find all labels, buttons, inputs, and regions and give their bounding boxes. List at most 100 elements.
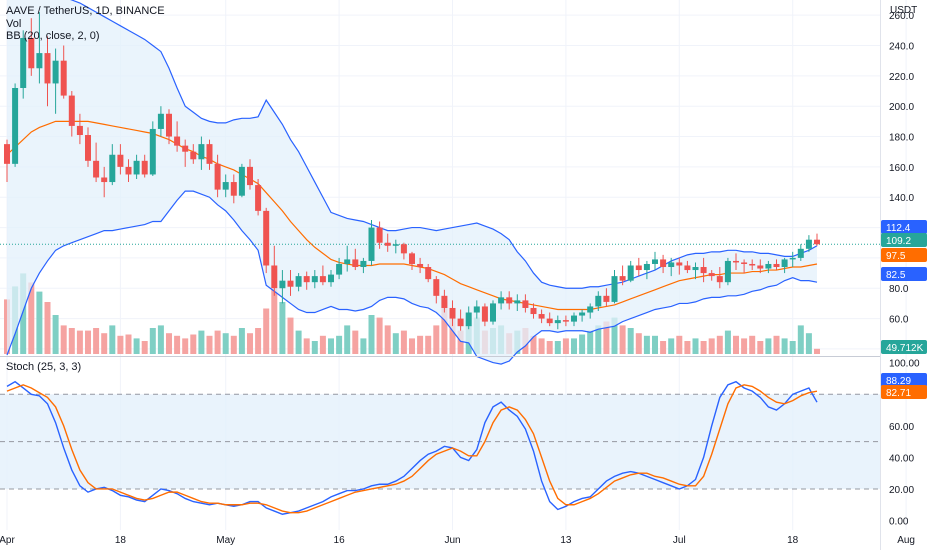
volume-bar (206, 335, 213, 354)
candle-body (425, 267, 432, 280)
candle-body (287, 280, 294, 287)
candle-body (295, 276, 302, 287)
candle-body (360, 260, 367, 268)
candle-body (222, 182, 229, 190)
volume-bar (562, 338, 569, 354)
candle-body (660, 259, 667, 268)
price-tick-label: 80.0 (889, 284, 909, 295)
candle-body (708, 273, 715, 277)
time-axis[interactable]: Apr18May16Jun13Jul18Aug15 (0, 535, 932, 546)
volume-bar (141, 341, 148, 354)
candle-body (198, 144, 205, 160)
candle-body (384, 242, 391, 246)
volume-bar (530, 335, 537, 354)
volume-bar (571, 338, 577, 354)
candle-body (20, 37, 27, 88)
volume-bar (174, 335, 181, 354)
candle-body (336, 263, 343, 275)
candle-body (465, 312, 472, 327)
price-value-tag-bg (881, 267, 927, 281)
volume-bar (352, 330, 359, 354)
volume-bar (538, 338, 545, 354)
volume-bar (700, 341, 707, 354)
candle-body (643, 263, 650, 271)
bollinger-bands (0, 0, 880, 365)
candle-body (279, 280, 286, 289)
candle-body (319, 276, 326, 283)
volume-bar (749, 335, 756, 354)
stoch-grid (0, 393, 880, 490)
volume-bar (441, 302, 448, 354)
candle-body (514, 300, 521, 304)
volume-bar (28, 282, 35, 354)
volume-bar (757, 341, 764, 354)
volume-bar (433, 325, 440, 354)
candle-body (12, 87, 19, 164)
candle-body (538, 314, 545, 319)
candle-body (797, 248, 804, 258)
volume-bar (76, 330, 83, 354)
volume-bar (303, 338, 310, 354)
candle-body (506, 297, 513, 304)
volume-bar (627, 328, 634, 354)
volume-bar (789, 341, 796, 354)
stoch-legend[interactable]: Stoch (25, 3, 3) (6, 361, 82, 373)
price-value-tag: 109.2 (886, 236, 911, 247)
volume-bar (182, 338, 189, 354)
candle-body (352, 259, 359, 268)
candle-body (344, 259, 351, 264)
candle-body (76, 125, 83, 136)
volume-bar (319, 335, 326, 354)
candle-body (190, 151, 197, 160)
price-value-tag: 49.712K (886, 343, 924, 354)
price-tick-label: 200.0 (889, 102, 914, 113)
candle-body (433, 279, 440, 296)
price-axis[interactable]: USDT 40.060.080.0100.0120.0140.0160.0180… (889, 5, 917, 356)
stoch-tick-label: 100.00 (889, 359, 920, 370)
candle-body (805, 239, 812, 249)
volume-bar (773, 335, 780, 354)
volume-bar (368, 315, 375, 354)
volume-bar (805, 333, 812, 354)
volume-bar (457, 330, 464, 354)
candle-body (571, 315, 577, 322)
time-tick-label: 18 (115, 535, 127, 546)
candle-body (133, 160, 140, 175)
candle-body (498, 297, 505, 304)
candle-body (757, 265, 764, 269)
volume-bar (295, 330, 302, 354)
symbol-title[interactable]: AAVE / TetherUS, 1D, BINANCE (6, 5, 165, 17)
volume-bar (125, 334, 132, 354)
candle-body (238, 166, 245, 196)
volume-bar (611, 317, 618, 354)
stoch-value-tag-bg (881, 373, 927, 387)
time-tick-label: Aug (897, 535, 915, 546)
price-tick-label: 60.0 (889, 315, 909, 326)
volume-bar (198, 330, 205, 354)
candle-body (157, 113, 164, 129)
bb-legend[interactable]: BB (20, close, 2, 0) (6, 30, 100, 42)
volume-bar (425, 335, 432, 354)
volume-bar (384, 325, 391, 354)
volume-bar (724, 330, 731, 354)
candle-body (733, 260, 739, 263)
candle-body (789, 257, 796, 260)
volume-bar (44, 302, 51, 354)
volume-bar (579, 334, 586, 354)
volume-bar (587, 330, 594, 354)
bb-lower-line (6, 190, 818, 365)
candle-body (579, 312, 586, 316)
volume-bar (652, 335, 658, 354)
candle-body (724, 260, 731, 283)
volume-bar (52, 315, 59, 354)
volume-bar (546, 341, 553, 354)
candle-body (635, 265, 642, 271)
candle-body (741, 262, 748, 264)
stoch-value-tag: 82.71 (886, 388, 911, 399)
volume-legend[interactable]: Vol (6, 18, 22, 30)
volume-bar (603, 321, 610, 354)
candle-body (417, 263, 424, 268)
stoch-tick-label: 0.00 (889, 517, 909, 528)
candle-body (490, 303, 496, 322)
